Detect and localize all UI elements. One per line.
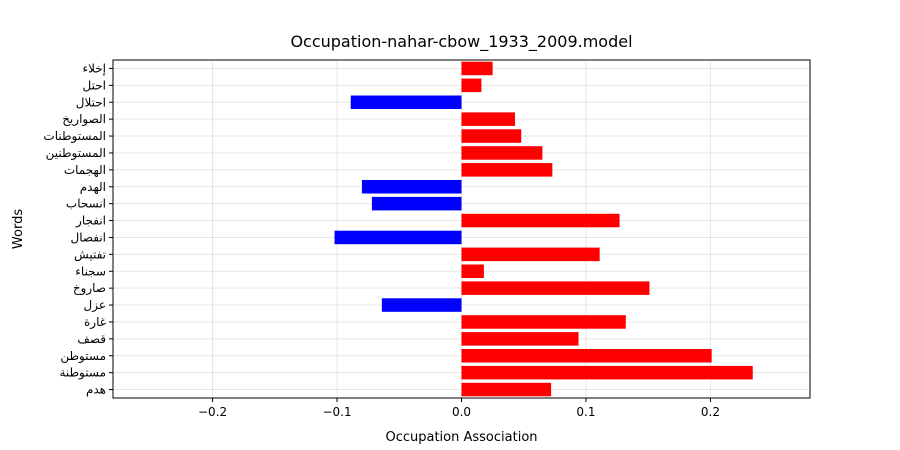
bar: [461, 213, 620, 228]
bar: [461, 365, 753, 380]
y-tick-label: احتل: [83, 78, 106, 92]
bar-series: [334, 61, 753, 397]
x-tick-label: 0.2: [701, 405, 720, 419]
y-tick-label: سجناء: [75, 264, 106, 278]
bar: [361, 179, 462, 194]
bar: [461, 315, 626, 329]
y-tick-label: عزل: [84, 298, 107, 313]
y-tick-label: انفجار: [75, 214, 106, 229]
y-tick-label: قصف: [77, 332, 106, 346]
axis-ticks: −0.2 −0.1 0.0 0.1 0.2 هدم مستوطنة مستوطن قصف غارة…: [43, 61, 720, 419]
bar: [461, 264, 484, 279]
bar: [461, 78, 482, 93]
bar: [334, 230, 462, 245]
bar: [461, 163, 553, 177]
bar: [461, 61, 493, 76]
y-tick-label: الصواريخ: [62, 112, 106, 127]
y-tick-label: انفصال: [70, 230, 106, 244]
bar: [461, 129, 522, 143]
y-tick-label: مستوطنة: [59, 366, 106, 381]
y-tick-label: صاروخ: [73, 281, 106, 296]
bar: [461, 112, 516, 126]
bar: [461, 348, 712, 363]
chart-title: Occupation-nahar-cbow_1933_2009.model: [290, 32, 632, 52]
bar: [461, 146, 543, 160]
y-tick-label: إخلاء: [82, 61, 106, 75]
x-axis-label: Occupation Association: [385, 430, 537, 445]
bar: [461, 281, 650, 295]
y-tick-label: احتلال: [76, 95, 106, 109]
y-tick-label: انسحاب: [66, 197, 106, 211]
bar: [381, 298, 462, 312]
bar: [350, 95, 462, 110]
x-tick-label: 0.1: [576, 405, 595, 419]
y-tick-label: الهدم: [80, 180, 106, 194]
y-tick-label: مستوطن: [60, 349, 106, 364]
bar: [461, 332, 579, 346]
bar: [461, 382, 552, 397]
bar: [461, 247, 600, 262]
y-tick-label: هدم: [86, 383, 106, 397]
y-tick-label: الهجمات: [64, 163, 106, 177]
y-tick-label: غارة: [84, 315, 106, 330]
y-tick-label: المستوطنين: [46, 146, 106, 161]
x-tick-label: −0.1: [322, 405, 351, 419]
y-axis-label: Words: [11, 209, 26, 249]
x-tick-label: 0.0: [452, 405, 471, 419]
x-tick-label: −0.2: [198, 405, 227, 419]
y-tick-label: المستوطنات: [43, 129, 106, 144]
bar: [371, 196, 462, 211]
y-tick-label: تفتيش: [74, 247, 106, 262]
